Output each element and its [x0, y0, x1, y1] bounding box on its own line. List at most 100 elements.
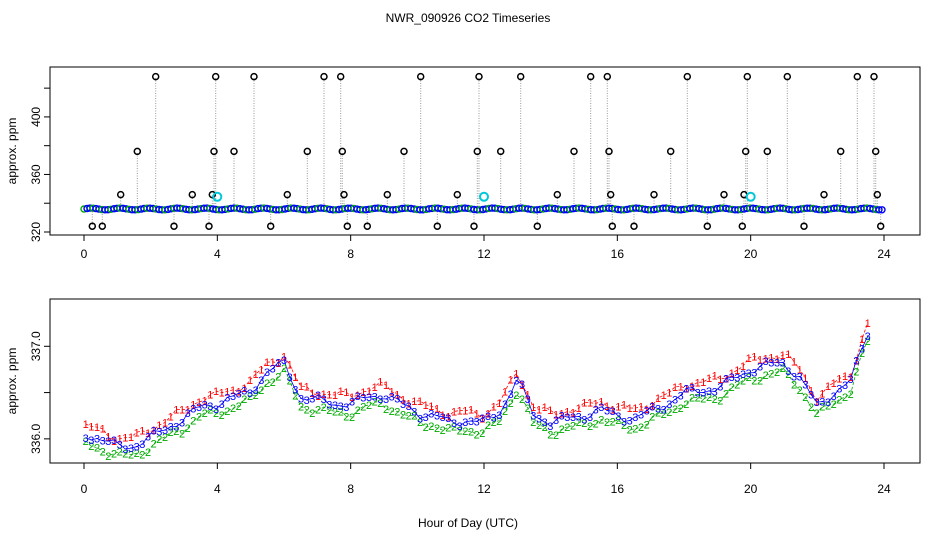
series-1-marker: 1	[428, 401, 434, 413]
series-2-marker: 2	[185, 423, 191, 435]
series-1-marker: 1	[814, 397, 820, 409]
series-1-marker: 1	[372, 382, 378, 394]
series-1-marker: 1	[179, 405, 185, 417]
series-1-marker: 1	[604, 401, 610, 413]
series-3-marker: 3	[712, 386, 718, 398]
series-2-marker: 2	[139, 450, 145, 462]
series-2-marker: 2	[377, 398, 383, 410]
series-2-marker: 2	[825, 400, 831, 412]
series-2-marker: 2	[468, 426, 474, 438]
series-2-marker: 2	[128, 450, 134, 462]
flagged-point	[853, 72, 862, 81]
series-2-marker: 2	[649, 412, 655, 424]
x-tick-label: 0	[81, 482, 88, 496]
series-1-marker: 1	[780, 350, 786, 362]
series-3-marker: 3	[678, 390, 684, 402]
series-2-marker: 2	[440, 425, 446, 437]
series-3-marker: 3	[168, 422, 174, 434]
series-2-marker: 2	[213, 408, 219, 420]
flagged-point	[876, 222, 885, 230]
series-3-marker: 3	[729, 372, 735, 384]
series-2-marker: 2	[190, 416, 196, 428]
series-3-marker: 3	[695, 387, 701, 399]
series-3-marker: 3	[814, 397, 820, 409]
series-3-marker: 3	[366, 392, 372, 404]
series-1-marker: 1	[536, 405, 542, 417]
series-3-marker: 3	[434, 411, 440, 423]
series-2-marker: 2	[632, 424, 638, 436]
series-2-marker: 2	[264, 378, 270, 390]
series-3-marker: 3	[338, 401, 344, 413]
series-3-marker: 3	[372, 391, 378, 403]
series-3-marker: 3	[230, 391, 236, 403]
series-1-marker: 1	[638, 402, 644, 414]
flagged-point	[133, 147, 142, 156]
series-3-marker: 3	[836, 384, 842, 396]
series-3-marker: 3	[740, 369, 746, 381]
series-1-marker: 1	[649, 401, 655, 413]
series-3-marker: 3	[332, 400, 338, 412]
series-1-marker: 1	[83, 419, 89, 431]
series-2-marker: 2	[502, 406, 508, 418]
series-3-marker: 3	[632, 412, 638, 424]
series-1-marker: 1	[865, 318, 871, 330]
series-2-marker: 2	[281, 363, 287, 375]
series-2-marker: 2	[207, 405, 213, 417]
series-1-marker: 1	[479, 414, 485, 426]
series-2-marker: 2	[474, 430, 480, 442]
series-3-marker: 3	[661, 405, 667, 417]
series-3-marker: 3	[134, 442, 140, 454]
series-1-marker: 1	[734, 365, 740, 377]
series-1-marker: 1	[564, 407, 570, 419]
series-1-marker: 1	[105, 431, 111, 443]
series-3-marker: 3	[564, 412, 570, 424]
series-2-marker: 2	[757, 376, 763, 388]
series-2-marker: 2	[836, 395, 842, 407]
series-2-marker: 2	[434, 423, 440, 435]
series-2-marker: 2	[372, 397, 378, 409]
series-1-marker: 1	[377, 377, 383, 389]
x-tick-label: 0	[81, 247, 88, 261]
series-2-marker: 2	[253, 390, 259, 402]
series-3-marker: 3	[428, 409, 434, 421]
series-1-marker: 1	[808, 385, 814, 397]
series-2-marker: 2	[168, 427, 174, 439]
series-1-marker: 1	[666, 387, 672, 399]
series-2-marker: 2	[236, 401, 242, 413]
series-1-marker: 1	[349, 392, 355, 404]
flagged-point	[871, 147, 880, 156]
series-2-marker: 2	[394, 406, 400, 418]
series-1-marker: 1	[836, 374, 842, 386]
series-1-marker: 1	[298, 381, 304, 393]
series-2-marker: 2	[785, 369, 791, 381]
series-3-marker: 3	[859, 343, 865, 355]
series-1-marker: 1	[315, 391, 321, 403]
series-2-marker: 2	[423, 422, 429, 434]
flagged-point	[116, 190, 125, 199]
series-2-marker: 2	[383, 404, 389, 416]
series-3-marker: 3	[780, 357, 786, 369]
series-3-marker: 3	[479, 413, 485, 425]
series-3-marker: 3	[292, 385, 298, 397]
series-3-marker: 3	[389, 391, 395, 403]
series-3-marker: 3	[355, 391, 361, 403]
top-x-axis: 0 4 8 12 16 20 24	[81, 234, 891, 261]
flagged-point	[800, 222, 808, 230]
series-1-marker: 1	[627, 403, 633, 415]
highlighted-point	[212, 191, 223, 202]
series-3-marker: 3	[757, 361, 763, 373]
flagged-point	[383, 190, 392, 199]
series-2-marker: 2	[598, 415, 604, 427]
series-1-marker: 1	[621, 400, 627, 412]
series-2-marker: 2	[683, 399, 689, 411]
series-1-marker: 1	[400, 394, 406, 406]
series-1-marker: 1	[168, 411, 174, 423]
series-1-marker: 1	[253, 369, 259, 381]
series-1-marker: 1	[128, 432, 134, 444]
flagged-point	[603, 72, 612, 81]
series-1-marker: 1	[712, 371, 718, 383]
flagged-point	[703, 222, 712, 230]
flagged-point	[606, 190, 615, 199]
flagged-point	[338, 147, 347, 156]
series-3-marker: 3	[94, 434, 100, 446]
